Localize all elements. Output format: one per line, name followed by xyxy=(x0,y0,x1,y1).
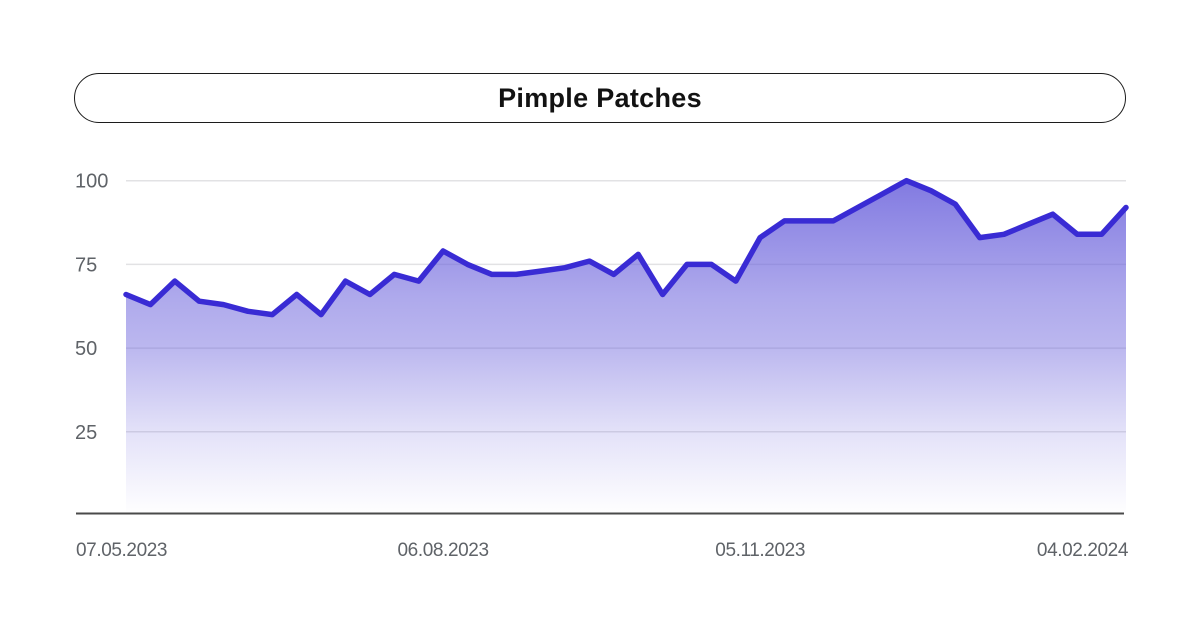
x-axis-label-06.08.2023: 06.08.2023 xyxy=(398,540,489,561)
y-axis-label-25: 25 xyxy=(75,422,97,444)
trend-line xyxy=(123,177,1129,318)
x-axis-label-04.02.2024: 04.02.2024 xyxy=(1037,540,1129,561)
x-axis-label-05.11.2023: 05.11.2023 xyxy=(715,540,805,561)
y-axis-label-100: 100 xyxy=(75,171,108,193)
y-axis-label-50: 50 xyxy=(75,338,97,360)
chart-title-pill: Pimple Patches xyxy=(74,73,1126,123)
chart-title: Pimple Patches xyxy=(498,82,702,113)
area-fill xyxy=(126,180,1126,516)
x-axis-label-07.05.2023: 07.05.2023 xyxy=(76,540,167,561)
y-axis-label-75: 75 xyxy=(75,254,97,276)
